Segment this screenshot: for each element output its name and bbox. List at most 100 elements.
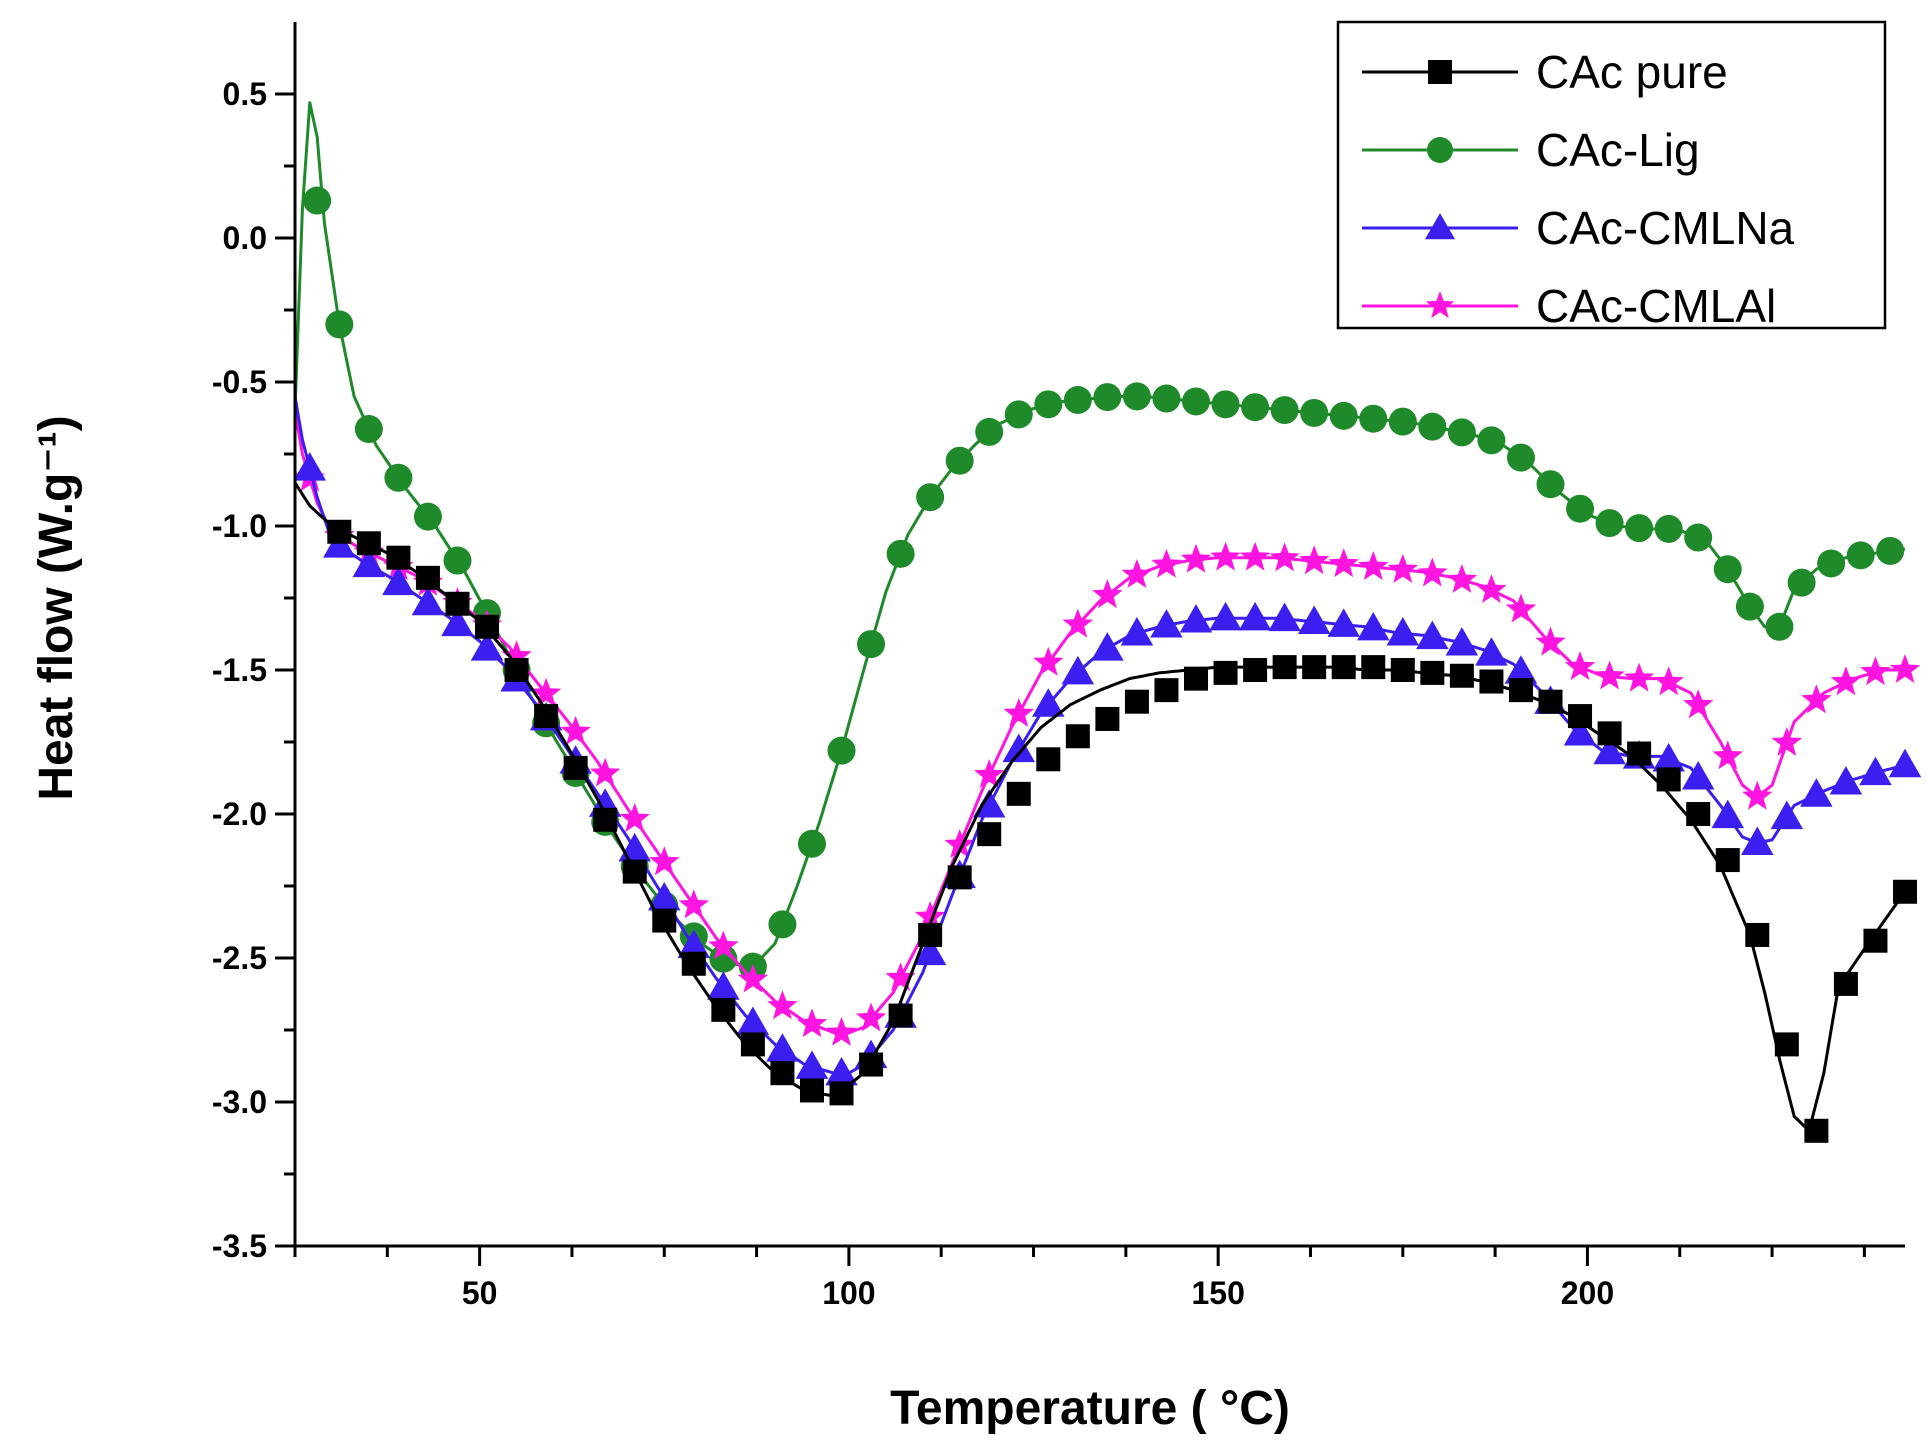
data-point bbox=[974, 759, 1005, 789]
data-point bbox=[677, 929, 711, 958]
data-point bbox=[1741, 826, 1774, 855]
data-point bbox=[1654, 514, 1683, 543]
data-point bbox=[1093, 383, 1122, 412]
data-point bbox=[560, 715, 591, 745]
data-point bbox=[1876, 536, 1905, 565]
data-point bbox=[1684, 523, 1713, 552]
data-point bbox=[622, 859, 647, 884]
data-point bbox=[1765, 612, 1794, 641]
data-point bbox=[1184, 666, 1209, 691]
data-point bbox=[1715, 848, 1740, 873]
data-point bbox=[1150, 609, 1183, 638]
data-point bbox=[325, 310, 354, 339]
data-point bbox=[886, 539, 915, 568]
data-point bbox=[1538, 689, 1563, 714]
legend-label: CAc-CMLAl bbox=[1536, 280, 1776, 332]
data-point bbox=[796, 1008, 828, 1038]
legend-marker bbox=[1428, 60, 1452, 84]
data-point bbox=[944, 829, 975, 858]
legend-items: CAc pure CAc-Lig CAc-CMLNa CAc-CMLAl bbox=[1362, 46, 1795, 332]
ticks-layer bbox=[275, 92, 1866, 1266]
series-cac-pure bbox=[293, 481, 1917, 1143]
data-point bbox=[1536, 470, 1565, 499]
data-point bbox=[916, 483, 945, 512]
data-point bbox=[1506, 443, 1535, 472]
data-point bbox=[590, 757, 621, 787]
data-point bbox=[1829, 766, 1863, 795]
data-point bbox=[1061, 655, 1095, 685]
data-point bbox=[1711, 799, 1745, 829]
data-point bbox=[795, 1050, 829, 1079]
data-point bbox=[1213, 660, 1238, 685]
data-point bbox=[1270, 396, 1299, 425]
data-point bbox=[1297, 605, 1331, 634]
data-point bbox=[1268, 602, 1301, 632]
legend-label: CAc-Lig bbox=[1536, 124, 1700, 176]
data-point bbox=[1893, 879, 1917, 904]
data-point bbox=[1445, 627, 1479, 656]
data-point bbox=[740, 1032, 765, 1057]
y-tick-label: 0.5 bbox=[223, 76, 267, 112]
data-point bbox=[1475, 637, 1508, 666]
legend-marker bbox=[1427, 137, 1453, 163]
data-point bbox=[1846, 541, 1875, 570]
data-point bbox=[1863, 928, 1888, 953]
data-point bbox=[445, 591, 470, 616]
data-point bbox=[681, 951, 706, 976]
data-point bbox=[913, 936, 947, 966]
data-point bbox=[1447, 418, 1476, 447]
data-point bbox=[1745, 922, 1770, 947]
data-point bbox=[1329, 401, 1358, 430]
data-point bbox=[1121, 559, 1153, 588]
data-point bbox=[1833, 971, 1858, 996]
data-point bbox=[1036, 747, 1061, 772]
data-point bbox=[1182, 387, 1211, 416]
data-point bbox=[1239, 541, 1271, 571]
data-point bbox=[1713, 555, 1742, 584]
data-point bbox=[678, 889, 709, 919]
data-point bbox=[443, 546, 472, 575]
data-point bbox=[859, 1052, 884, 1077]
data-point bbox=[1386, 617, 1420, 646]
data-point bbox=[1860, 656, 1891, 686]
data-point bbox=[829, 1081, 854, 1106]
data-point bbox=[534, 704, 559, 729]
data-point bbox=[767, 990, 798, 1020]
data-point bbox=[530, 677, 562, 707]
data-point bbox=[652, 908, 677, 933]
data-point bbox=[1804, 1118, 1829, 1143]
data-point bbox=[1241, 393, 1270, 422]
data-point bbox=[501, 640, 532, 670]
data-point bbox=[1002, 733, 1036, 763]
legend-marker bbox=[1425, 291, 1455, 319]
data-point bbox=[1095, 706, 1120, 731]
data-point bbox=[354, 415, 383, 444]
data-point bbox=[707, 971, 740, 1000]
data-point bbox=[1299, 545, 1330, 575]
data-point bbox=[1787, 568, 1816, 597]
data-point bbox=[1564, 651, 1596, 681]
data-point bbox=[1595, 509, 1624, 538]
data-point bbox=[1623, 662, 1655, 692]
data-point bbox=[799, 1078, 824, 1103]
x-tick-label: 150 bbox=[1191, 1275, 1244, 1311]
data-point bbox=[1770, 800, 1804, 830]
data-point bbox=[888, 1003, 913, 1028]
legend-label: CAc pure bbox=[1536, 46, 1728, 98]
data-point bbox=[1446, 564, 1478, 593]
data-point bbox=[1358, 551, 1389, 580]
y-tick-label: -1.5 bbox=[212, 652, 267, 688]
data-point bbox=[1091, 632, 1124, 661]
data-point bbox=[1568, 704, 1593, 729]
data-point bbox=[1269, 542, 1300, 572]
data-point bbox=[1888, 748, 1922, 778]
data-point bbox=[1063, 386, 1092, 414]
legend-marker bbox=[1425, 213, 1455, 240]
y-tick-label: -2.0 bbox=[212, 796, 267, 832]
data-point bbox=[413, 502, 442, 531]
data-point bbox=[563, 755, 588, 780]
data-point bbox=[1566, 494, 1595, 523]
data-point bbox=[648, 881, 681, 911]
data-point bbox=[1390, 658, 1415, 682]
